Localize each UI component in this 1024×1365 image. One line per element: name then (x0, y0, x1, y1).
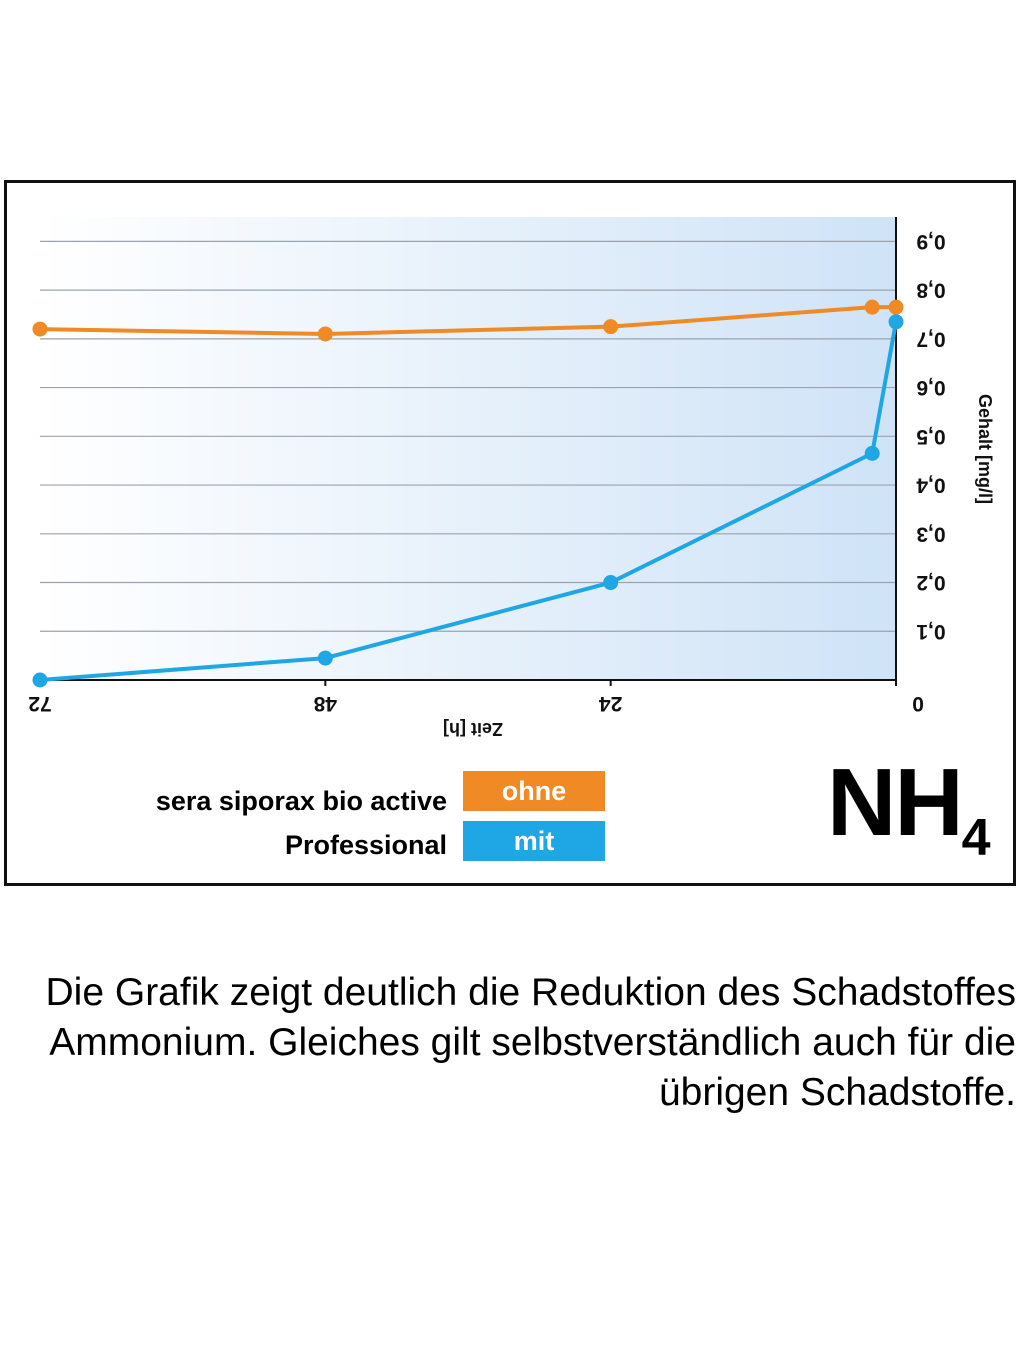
chart-panel: 0,1 0,2 0,3 0,4 0,5 0,6 0,7 0,8 0,9 72 48 24 0 Zeit … (4, 180, 1016, 886)
data-point-mit-3 (864, 445, 880, 461)
y-tick-label-5: 0,6 (916, 376, 945, 399)
data-point-ohne-3 (864, 299, 880, 315)
grid-lines (40, 240, 896, 632)
y-tick-label-1: 0,2 (916, 571, 945, 594)
y-tick-label-8: 0,9 (916, 230, 945, 253)
y-tick-label-6: 0,7 (916, 327, 945, 350)
legend-label-ohne: ohne (501, 775, 567, 806)
data-point-mit-1 (317, 650, 333, 666)
x-tick-label-1: 48 (313, 692, 337, 715)
line-chart: 0,1 0,2 0,3 0,4 0,5 0,6 0,7 0,8 0,9 72 48 24 0 Zeit … (28, 217, 995, 739)
data-point-ohne-1 (317, 326, 333, 342)
x-axis-label: Zeit [h] (443, 719, 503, 739)
legend-swatch-mit: mit (463, 821, 605, 861)
legend-label-mit: mit (513, 825, 555, 856)
x-tick-label-2: 24 (599, 692, 623, 715)
legend-swatch-ohne: ohne (463, 771, 605, 811)
legend-product-name: sera siporax bio active Professional (27, 779, 447, 867)
y-tick-label-0: 0,1 (916, 620, 946, 643)
data-point-ohne-2 (603, 319, 619, 335)
y-tick-label-7: 0,8 (916, 279, 946, 302)
nh4-subscript: 4 (961, 809, 991, 868)
plot-area (40, 217, 896, 680)
y-axis-label: Gehalt [mg/l] (975, 394, 995, 504)
product-line-2: Professional (284, 830, 447, 860)
data-point-mit-4 (888, 314, 904, 330)
x-tick-label-3: 0 (912, 692, 924, 715)
data-point-ohne-4 (888, 299, 904, 315)
nh4-badge: NH4 (827, 755, 991, 886)
x-tick-label-0: 72 (28, 692, 51, 715)
y-tick-label-4: 0,5 (916, 425, 946, 448)
product-line-1: sera siporax bio active (155, 786, 447, 816)
data-point-mit-0 (32, 672, 48, 688)
data-point-mit-2 (603, 575, 619, 591)
series-layer (32, 299, 904, 688)
y-tick-label-3: 0,4 (916, 474, 946, 497)
y-tick-label-2: 0,3 (916, 522, 945, 545)
tick-labels: 0,1 0,2 0,3 0,4 0,5 0,6 0,7 0,8 0,9 72 48 24 0 (28, 230, 945, 715)
data-point-ohne-0 (32, 321, 48, 337)
caption-text: Die Grafik zeigt deutlich die Reduktion … (45, 971, 1017, 1114)
nh4-main: NH (827, 749, 964, 856)
